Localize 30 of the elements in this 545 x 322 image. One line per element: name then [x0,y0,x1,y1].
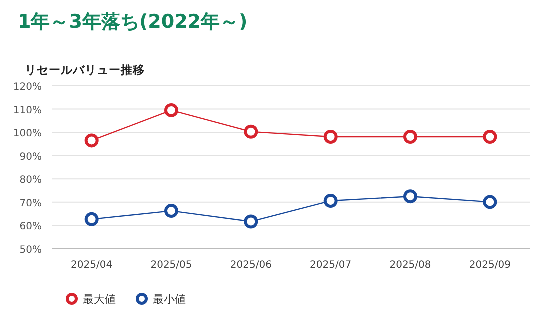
y-tick-label: 70% [20,198,42,210]
y-tick-label: 120% [13,82,42,93]
x-tick-label: 2025/04 [71,260,113,271]
point [164,103,178,118]
y-tick-label: 110% [13,105,42,116]
legend-label: 最小値 [153,293,186,306]
point [404,130,418,144]
point [84,212,99,226]
point [483,130,498,144]
x-tick-label: 2025/06 [230,260,272,271]
x-tick-label: 2025/09 [469,260,511,271]
point [483,195,498,210]
y-tick-label: 100% [13,128,42,140]
point [324,130,338,144]
x-tick-label: 2025/05 [150,260,192,271]
y-tick-label: 90% [20,152,42,163]
y-tick-label: 80% [20,175,42,186]
chart-subtitle: リセールバリュー推移 [25,63,145,77]
chart-title: 1年～3年落ち(2022年～) [18,11,248,33]
point [324,194,338,208]
y-tick-label: 50% [20,245,42,256]
x-tick-label: 2025/08 [390,260,432,271]
point [164,204,178,218]
x-tick-label: 2025/07 [310,260,352,271]
point [244,124,258,139]
y-tick-label: 60% [20,222,42,233]
point [84,134,99,148]
point [404,190,418,204]
legend-label: 最大値 [83,293,116,306]
point [244,214,258,229]
